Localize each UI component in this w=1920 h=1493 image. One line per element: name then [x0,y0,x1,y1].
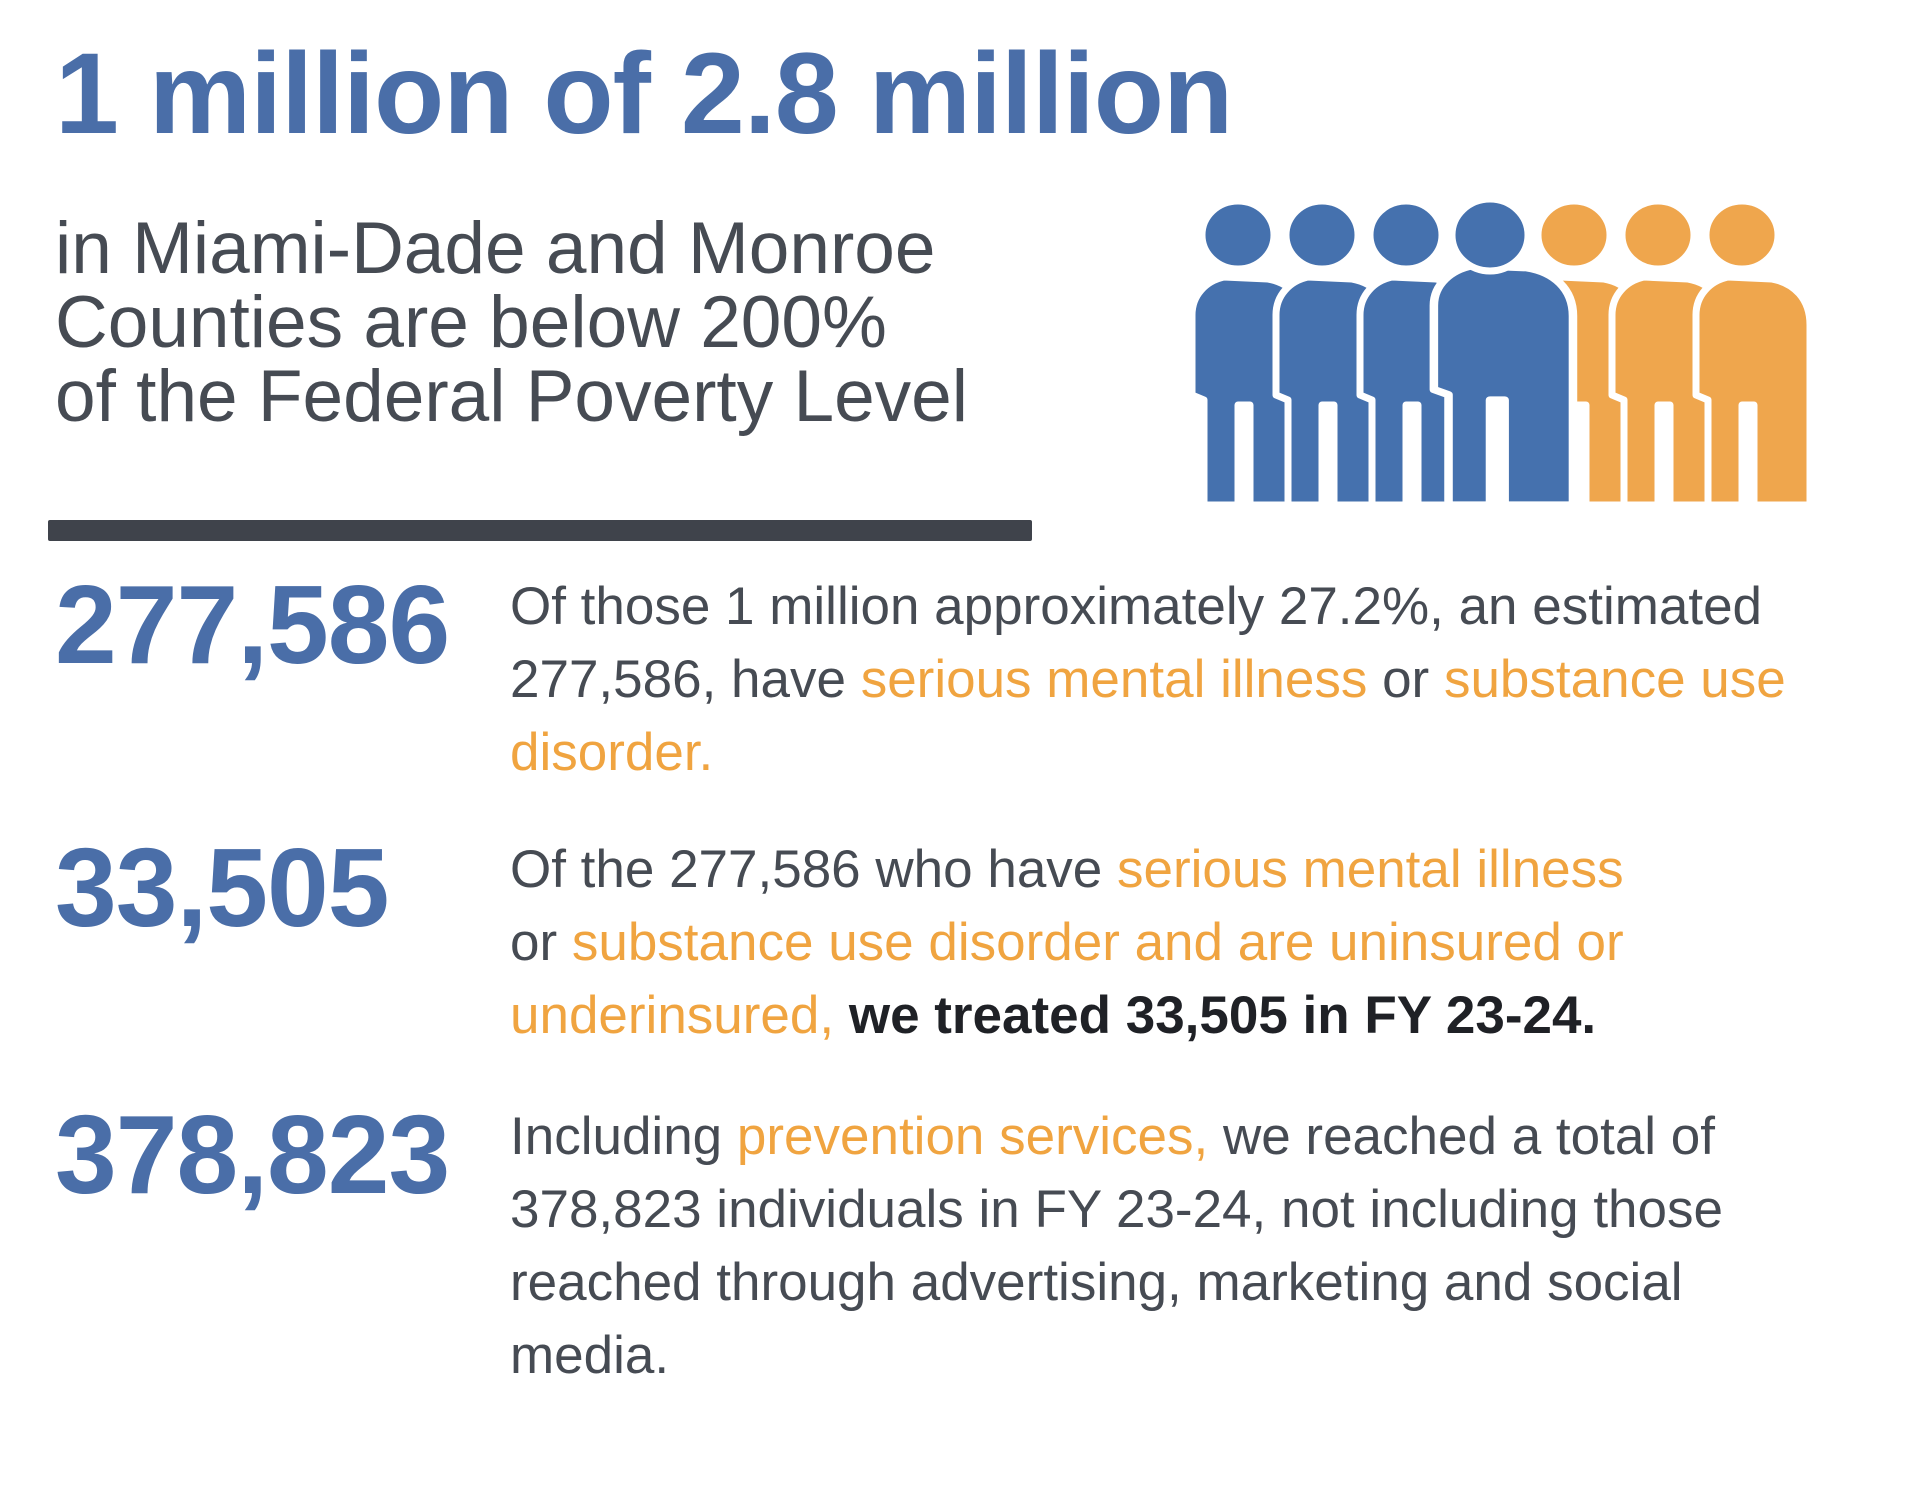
text-segment: substance use [1443,650,1786,709]
stat-description-line: Including prevention services, we reache… [510,1100,1723,1173]
stat-value: 378,823 [55,1093,450,1217]
text-segment: or [510,913,572,972]
stat-description-line: reached through advertising, marketing a… [510,1246,1723,1319]
stat-description-line: Of those 1 million approximately 27.2%, … [510,570,1786,643]
text-segment: Including [510,1107,737,1166]
divider-bar [48,520,1032,541]
text-segment [834,986,849,1045]
stat-value: 33,505 [55,826,390,950]
people-icons [1188,195,1814,509]
subtitle-line: in Miami-Dade and Monroe [55,208,936,289]
text-segment: we reached a total of [1208,1107,1715,1166]
text-segment: Of those 1 million approximately 27.2%, … [510,577,1763,636]
page-title: 1 million of 2.8 million [55,30,1233,158]
stat-description-line: disorder. [510,716,1786,789]
stat-description: Of those 1 million approximately 27.2%, … [510,570,1786,789]
stat-description: Including prevention services, we reache… [510,1100,1723,1392]
stat-description-line: 378,823 individuals in FY 23-24, not inc… [510,1173,1723,1246]
text-segment: disorder. [510,723,714,782]
text-segment: we treated 33,505 in FY 23-24. [848,986,1597,1045]
stat-description-line: Of the 277,586 who have serious mental i… [510,833,1624,906]
subtitle-line: of the Federal Poverty Level [55,356,968,437]
text-segment: 378,823 individuals in FY 23-24, not inc… [510,1180,1723,1239]
text-segment: serious mental illness [860,650,1368,709]
person-icon [1692,197,1814,509]
text-segment: reached through advertising, marketing a… [510,1253,1683,1312]
stat-description-line: underinsured, we treated 33,505 in FY 23… [510,979,1624,1052]
person-icon [1429,195,1578,509]
text-segment: or [1367,650,1444,709]
text-segment: underinsured, [510,986,835,1045]
stat-description-line: media. [510,1319,1723,1392]
text-segment: 277,586, have [510,650,861,709]
text-segment: media. [510,1326,670,1385]
text-segment: Of the 277,586 who have [510,840,1117,899]
stat-description-line: or substance use disorder and are uninsu… [510,906,1624,979]
text-segment: prevention services, [736,1107,1209,1166]
text-segment: serious mental illness [1117,840,1624,899]
subtitle: in Miami-Dade and Monroe Counties are bel… [55,212,968,434]
stat-description-line: 277,586, have serious mental illness or … [510,643,1786,716]
stat-description: Of the 277,586 who have serious mental i… [510,833,1624,1052]
stat-value: 277,586 [55,563,450,687]
subtitle-line: Counties are below 200% [55,282,887,363]
text-segment: substance use disorder and are uninsured… [571,913,1624,972]
